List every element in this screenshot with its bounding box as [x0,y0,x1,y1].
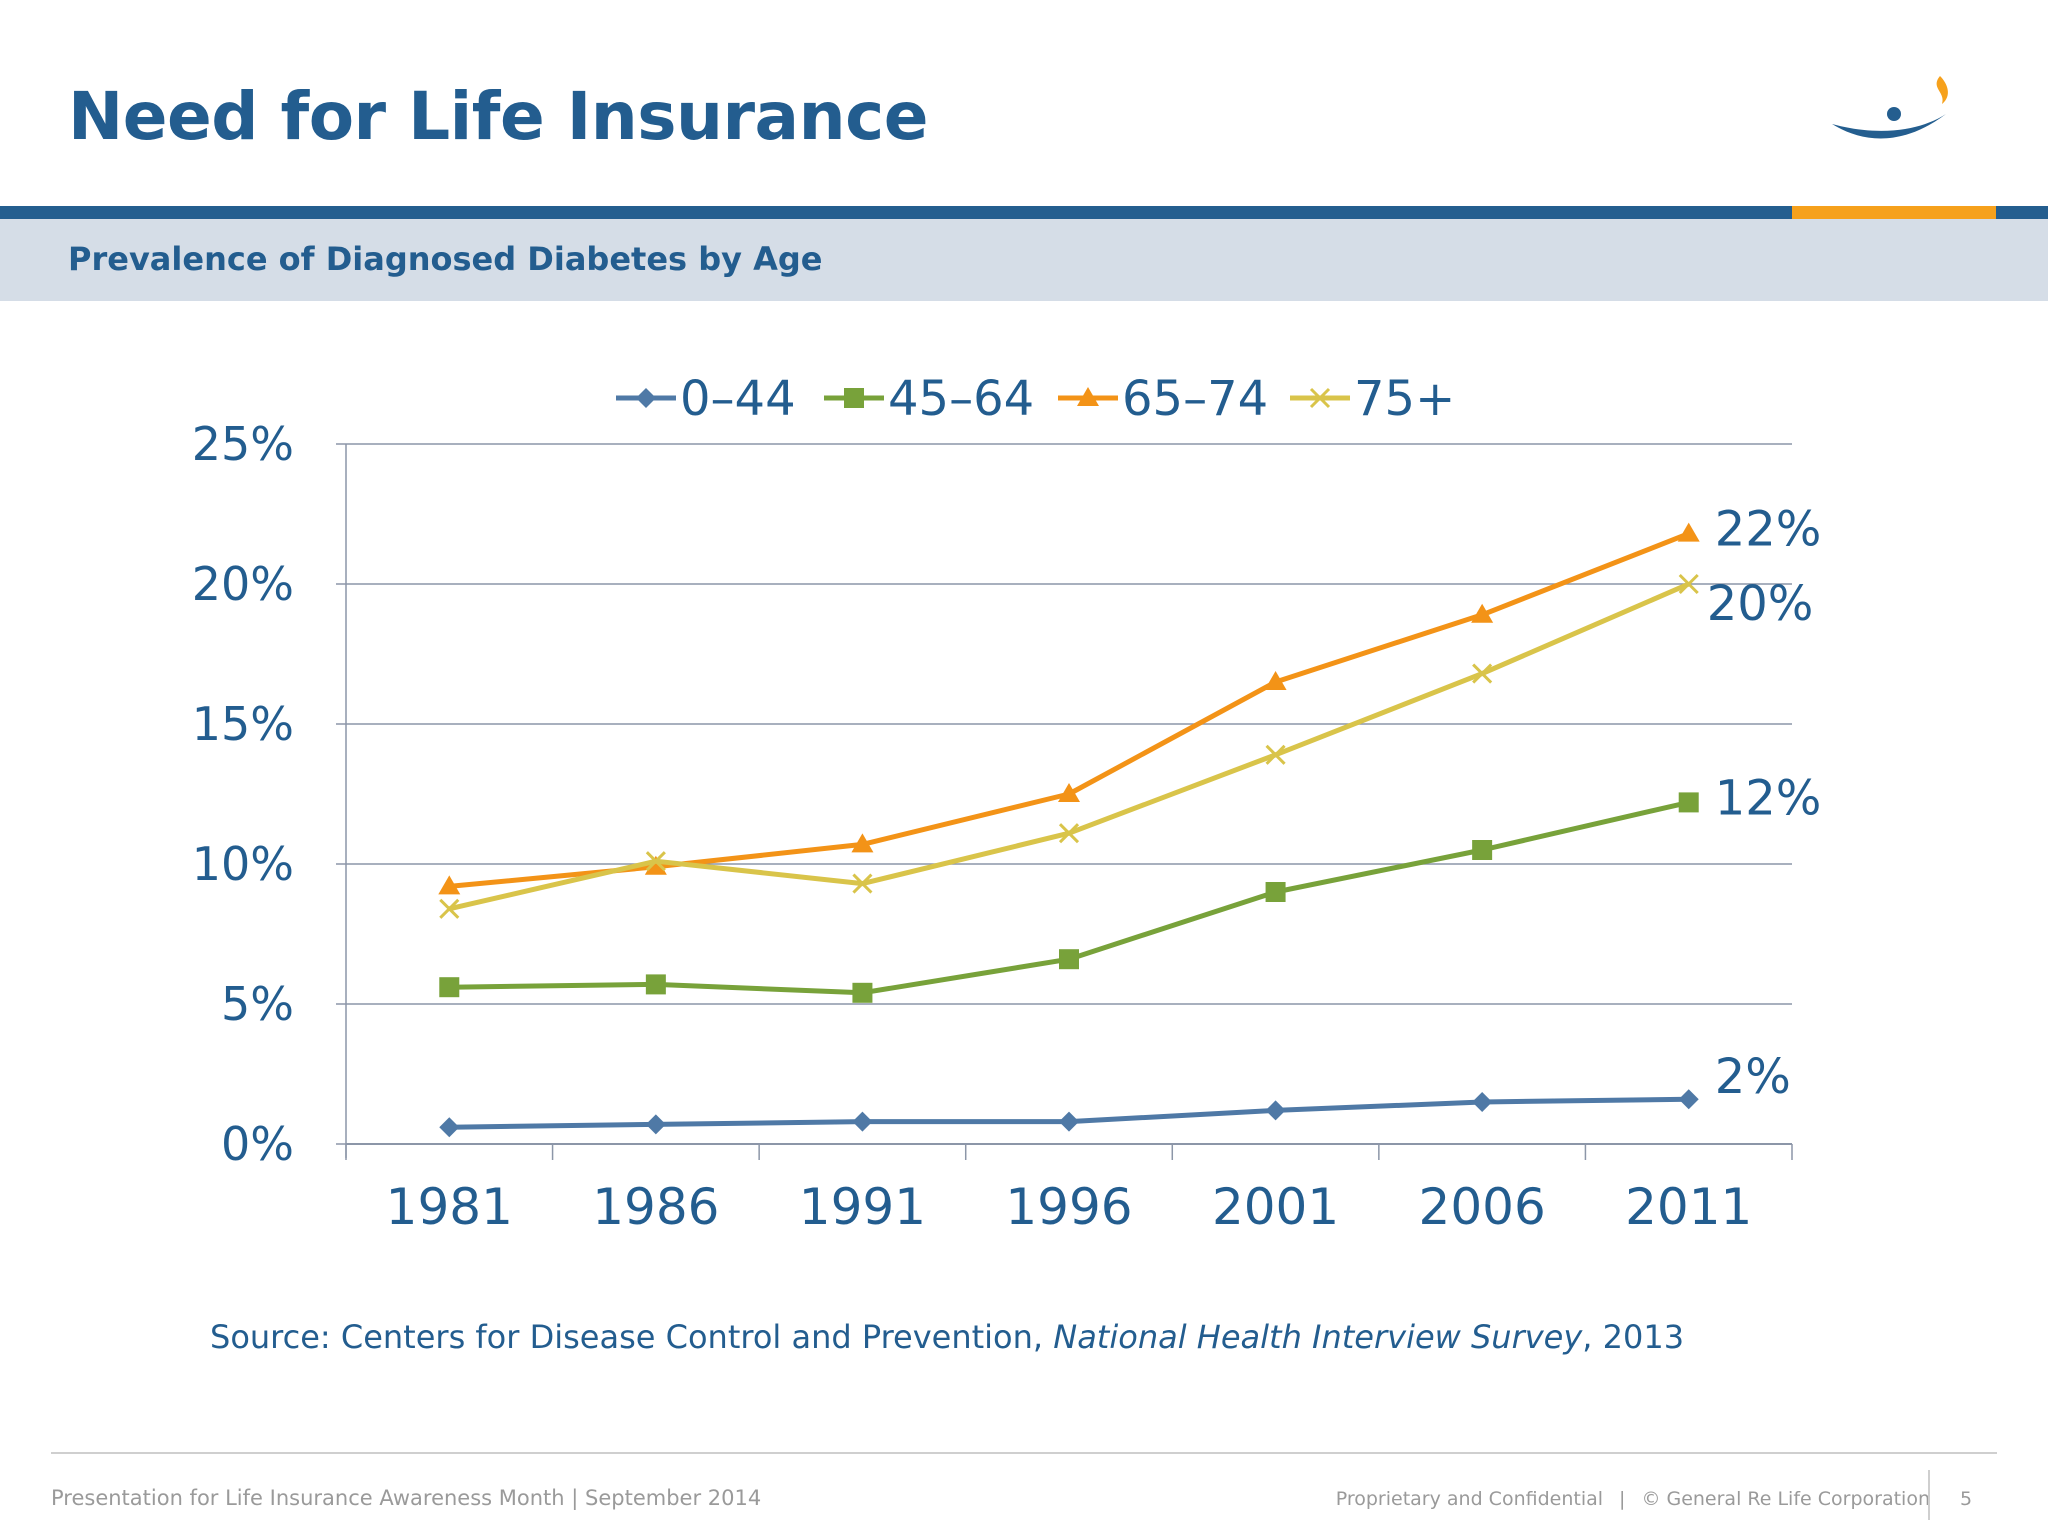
data-point [1265,1100,1286,1121]
x-tick-label: 1991 [799,1178,926,1236]
data-point [1059,1111,1079,1132]
series-line [448,581,1690,912]
footer-separator: | [1619,1488,1626,1510]
data-point [1058,823,1080,844]
footer-copyright: © General Re Life Corporation [1641,1488,1930,1510]
y-tick-label: 10% [192,837,294,891]
subtitle-band [0,219,2048,301]
y-tick-label: 5% [221,977,294,1031]
series-0-44: 2% [439,1049,1791,1138]
x-tick-label: 1996 [1005,1178,1132,1236]
data-point [645,851,666,872]
legend-label: 65–74 [1122,371,1268,427]
x-tick-label: 1981 [386,1178,513,1236]
page-title: Need for Life Insurance [68,78,928,155]
x-tick-label: 2011 [1625,1178,1752,1236]
data-point [645,974,666,995]
data-point [439,1117,460,1138]
source-suffix: , 2013 [1582,1318,1685,1356]
end-data-label: 12% [1715,770,1822,826]
data-point [1058,783,1080,802]
legend-label: 45–64 [888,371,1034,427]
end-data-label: 20% [1707,576,1814,632]
data-point [852,1111,873,1132]
footer-rule [51,1452,1997,1454]
x-tick-label: 2006 [1419,1178,1546,1236]
y-tick-label: 20% [192,557,294,611]
legend-entry: 45–64 [824,371,1034,427]
legend-marker [1309,387,1331,409]
legend-entry: 65–74 [1058,371,1268,427]
data-point [852,873,873,894]
legend-entry: 0–44 [616,371,796,427]
data-point [439,977,460,998]
legend-entry: 75+ [1290,371,1455,427]
legend-marker [844,388,864,408]
data-point [439,898,460,919]
data-point [644,855,667,875]
header-accent-rule [1792,206,1996,219]
page-number: 5 [1960,1488,1973,1510]
data-point [1265,882,1286,902]
header-rule [0,206,2048,219]
data-point [1472,1092,1493,1112]
data-point [438,875,461,895]
footer-presentation-info: Presentation for Life Insurance Awarenes… [51,1486,762,1510]
data-point [851,833,874,853]
data-point [1677,522,1700,542]
diabetes-line-chart: 0% 5% 10% 15% 20% 25% 1981 1986 1991 1996 2001 2006… [192,371,1822,1236]
x-tick-label: 2001 [1212,1178,1339,1236]
y-tick-label: 25% [192,417,294,471]
legend-marker [1077,387,1099,406]
series-65-74: 22% [438,502,1821,895]
data-point [1678,573,1699,595]
x-tick-label: 1986 [592,1178,719,1236]
y-tick-label: 15% [192,697,294,751]
data-point [1678,792,1699,813]
source-survey-name: National Health Interview Survey [1053,1318,1583,1356]
data-point [1471,603,1494,623]
data-point [1678,1089,1699,1110]
data-point [1059,949,1079,970]
end-data-label: 22% [1715,502,1822,558]
footer-divider [1928,1470,1930,1520]
legend-label: 0–44 [680,371,796,427]
data-point [852,982,873,1003]
series-45-64: 12% [439,770,1822,1003]
data-point [645,1114,666,1135]
company-logo-icon [1832,76,1948,139]
source-note: Source: Centers for Disease Control and … [210,1318,1684,1356]
source-prefix: Source: Centers for Disease Control and … [210,1318,1054,1356]
chart-subtitle: Prevalence of Diagnosed Diabetes by Age [68,240,823,278]
data-point [1472,663,1493,684]
footer-legal: Proprietary and Confidential | © General R… [1336,1488,1930,1510]
series-75-: 20% [439,573,1814,919]
data-point [1472,840,1493,860]
footer-confidential: Proprietary and Confidential [1335,1488,1604,1510]
legend-label: 75+ [1354,371,1455,427]
end-data-label: 2% [1715,1049,1791,1105]
y-tick-label: 0% [221,1117,294,1171]
data-point [1264,671,1287,690]
data-point [1265,744,1286,765]
legend-marker [636,388,656,408]
